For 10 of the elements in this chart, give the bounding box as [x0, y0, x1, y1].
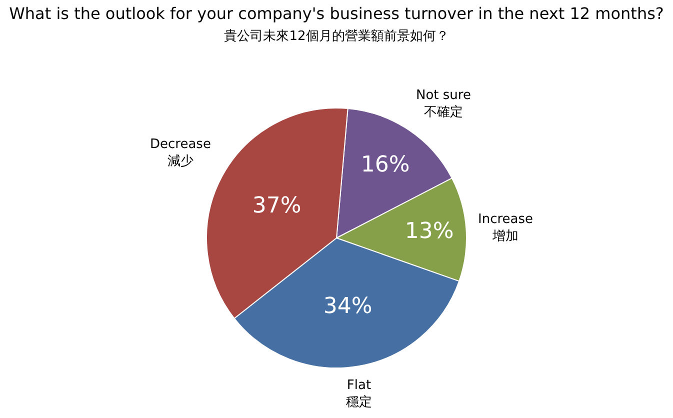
chart-subtitle: 貴公司未來12個月的營業額前景如何？ — [224, 29, 449, 44]
slice-label: Increase 增加 — [478, 212, 534, 244]
data-label: 37% — [252, 193, 302, 218]
chart-title: What is the outlook for your company's business turnover in the next 12 months? — [9, 4, 664, 24]
slice-label: Decrease 減少 — [150, 137, 211, 169]
slice-label: Not sure 不確定 — [416, 88, 471, 120]
data-label: 16% — [360, 152, 410, 178]
data-label: 34% — [323, 294, 372, 319]
data-label: 13% — [404, 219, 454, 244]
slice-label: Flat 穩定 — [346, 378, 372, 410]
